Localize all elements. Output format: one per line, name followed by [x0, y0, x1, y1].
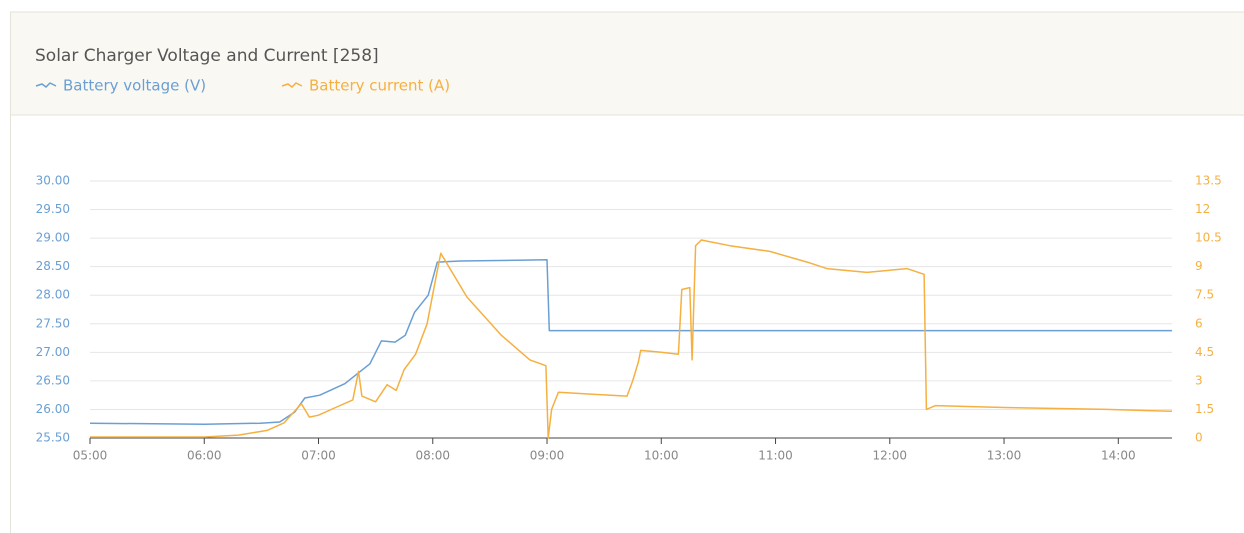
y-tick-label: 29.00 [36, 231, 70, 245]
y2-tick-label: 3 [1195, 373, 1203, 387]
y2-tick-label: 7.5 [1195, 288, 1214, 302]
y2-tick-label: 9 [1195, 259, 1203, 273]
y2-tick-label: 12 [1195, 202, 1210, 216]
y2-tick-label: 13.5 [1195, 174, 1222, 188]
y-tick-label: 30.00 [36, 174, 70, 188]
y2-tick-label: 4.5 [1195, 345, 1214, 359]
series-line [89, 259, 1172, 426]
y-tick-label: 26.50 [36, 373, 70, 387]
legend-icon [35, 82, 57, 88]
y-tick-label: 25.50 [36, 431, 70, 445]
y2-tick-label: 0 [1195, 431, 1203, 445]
x-tick-label: 06:00 [187, 449, 222, 463]
y-tick-label: 28.00 [36, 288, 70, 302]
header-band [10, 12, 1244, 115]
y-tick-label: 26.00 [36, 402, 70, 416]
y2-tick-label: 1.5 [1195, 402, 1214, 416]
y-tick-label: 28.50 [36, 259, 70, 273]
x-tick-label: 12:00 [872, 449, 907, 463]
y-tick-label: 29.50 [36, 202, 70, 216]
y-tick-label: 27.50 [36, 316, 70, 330]
chart-title: Solar Charger Voltage and Current [258] [35, 46, 379, 66]
legend: Battery voltage (V) Battery current (A) [35, 77, 450, 95]
x-tick-label: 07:00 [301, 449, 336, 463]
x-tick-label: 08:00 [415, 449, 450, 463]
x-tick-label: 05:00 [73, 449, 108, 463]
x-tick-label: 13:00 [987, 449, 1022, 463]
legend-label: Battery current (A) [309, 77, 450, 95]
legend-icon [281, 82, 303, 88]
y2-tick-label: 10.5 [1195, 231, 1222, 245]
series-line [90, 239, 1173, 439]
y2-tick-label: 6 [1195, 316, 1203, 330]
x-tick-label: 14:00 [1101, 449, 1136, 463]
x-tick-label: 11:00 [758, 449, 793, 463]
y-tick-label: 27.00 [36, 345, 70, 359]
x-tick-label: 09:00 [530, 449, 565, 463]
legend-label: Battery voltage (V) [63, 77, 206, 95]
x-tick-label: 10:00 [644, 449, 679, 463]
